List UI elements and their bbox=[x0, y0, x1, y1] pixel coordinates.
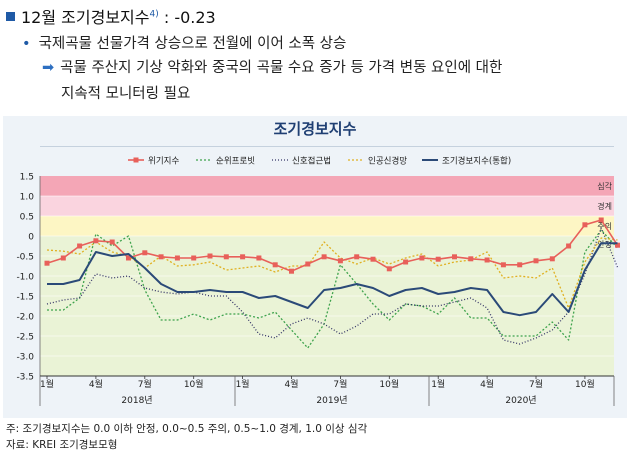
year-label-1: 2019년 bbox=[316, 395, 347, 406]
series-marker-0-35 bbox=[615, 242, 620, 248]
source: 자료: KREI 조기경보모형 bbox=[6, 439, 118, 451]
x-tick-label-10: 7월 bbox=[529, 378, 543, 390]
headline: 12월 조기경보지수4) : -0.23 bbox=[6, 4, 216, 28]
y-tick-label-4: -0.5 bbox=[16, 253, 34, 263]
legend-label-1: 순위프로빗 bbox=[216, 157, 255, 167]
series-marker-0-34 bbox=[598, 217, 604, 223]
x-tick-label-5: 4월 bbox=[284, 378, 298, 390]
year-label-2: 2020년 bbox=[505, 395, 536, 406]
y-tick-label-0: 1.5 bbox=[20, 173, 34, 183]
band-1 bbox=[40, 196, 614, 216]
dot-bullet-icon: • bbox=[22, 36, 31, 52]
band-2 bbox=[40, 216, 614, 236]
series-marker-0-9 bbox=[191, 255, 197, 261]
series-marker-0-30 bbox=[533, 258, 539, 264]
arrow-right-icon: ➡ bbox=[42, 60, 55, 76]
x-tick-label-7: 10월 bbox=[379, 378, 399, 390]
legend-label-0: 위기지수 bbox=[148, 157, 179, 167]
series-marker-0-23 bbox=[419, 255, 425, 261]
series-marker-0-20 bbox=[370, 256, 376, 262]
y-tick-label-2: 0.5 bbox=[20, 213, 34, 223]
series-marker-0-1 bbox=[60, 255, 66, 261]
legend-label-3: 인공신경망 bbox=[368, 156, 407, 167]
legend-marker-0 bbox=[133, 157, 139, 163]
y-tick-label-6: -1.5 bbox=[16, 293, 34, 303]
bullet-line: • 국제곡물 선물가격 상승으로 전월에 이어 소폭 상승 bbox=[22, 32, 346, 53]
series-marker-0-4 bbox=[109, 239, 115, 245]
x-tick-label-3: 10월 bbox=[184, 378, 204, 390]
series-marker-0-15 bbox=[289, 268, 294, 274]
series-marker-0-3 bbox=[93, 238, 99, 244]
series-marker-0-27 bbox=[484, 257, 490, 263]
x-tick-label-8: 1월 bbox=[431, 378, 445, 390]
series-marker-0-29 bbox=[517, 262, 523, 268]
title-divider bbox=[40, 146, 614, 147]
series-marker-0-22 bbox=[403, 259, 409, 265]
x-tick-label-2: 7월 bbox=[138, 378, 152, 390]
footnote: 주: 조기경보지수는 0.0 이하 안정, 0.0~0.5 주의, 0.5~1.… bbox=[6, 423, 368, 435]
headline-text: 12월 조기경보지수 bbox=[21, 8, 150, 27]
x-tick-label-11: 10월 bbox=[575, 378, 595, 390]
series-line-2 bbox=[46, 227, 619, 345]
series-marker-0-8 bbox=[174, 255, 180, 261]
y-tick-label-5: -1.0 bbox=[16, 273, 34, 283]
series-line-1 bbox=[47, 229, 618, 349]
series-marker-0-10 bbox=[207, 253, 213, 259]
series-marker-0-14 bbox=[272, 262, 278, 268]
x-tick-label-1: 4월 bbox=[89, 378, 103, 390]
series-marker-0-31 bbox=[549, 256, 555, 262]
y-tick-label-1: 1.0 bbox=[20, 193, 35, 203]
year-label-0: 2018년 bbox=[121, 395, 152, 406]
arrow-line-text-1: 곡물 주산지 기상 악화와 중국의 곡물 수요 증가 등 가격 변동 요인에 대… bbox=[60, 60, 503, 76]
series-marker-0-11 bbox=[223, 254, 229, 260]
arrow-line-2: 지속적 모니터링 필요 bbox=[61, 82, 190, 103]
x-tick-label-9: 4월 bbox=[480, 378, 494, 390]
series-marker-0-12 bbox=[240, 254, 246, 260]
series-marker-0-16 bbox=[305, 261, 311, 267]
legend-label-2: 신호접근법 bbox=[292, 156, 331, 167]
series-marker-0-5 bbox=[126, 255, 131, 261]
series-marker-0-7 bbox=[158, 254, 164, 260]
x-tick-label-6: 7월 bbox=[333, 378, 347, 390]
series-marker-0-19 bbox=[354, 254, 360, 260]
series-marker-0-13 bbox=[256, 255, 262, 261]
series-marker-0-0 bbox=[44, 260, 50, 266]
y-tick-label-9: -3.0 bbox=[16, 353, 34, 363]
series-marker-0-18 bbox=[337, 258, 343, 264]
headline-footnote-ref: 4) bbox=[149, 9, 159, 20]
arrow-line-1: ➡ 곡물 주산지 기상 악화와 중국의 곡물 수요 증가 등 가격 변동 요인에 … bbox=[42, 56, 502, 77]
series-marker-0-21 bbox=[386, 266, 392, 272]
y-tick-label-8: -2.5 bbox=[16, 333, 34, 343]
series-marker-0-2 bbox=[77, 243, 83, 249]
band-0 bbox=[40, 176, 614, 196]
y-tick-label-10: -3.5 bbox=[16, 373, 34, 383]
arrow-line-text-2: 지속적 모니터링 필요 bbox=[61, 86, 191, 102]
series-marker-0-17 bbox=[321, 254, 327, 260]
series-marker-0-28 bbox=[500, 262, 506, 268]
series-marker-0-6 bbox=[142, 250, 148, 256]
bullet-text: 국제곡물 선물가격 상승으로 전월에 이어 소폭 상승 bbox=[38, 36, 347, 52]
square-bullet-icon bbox=[6, 12, 15, 21]
band-label-0: 심각 bbox=[597, 181, 612, 191]
series-marker-0-25 bbox=[452, 254, 457, 260]
chart-title: 조기경보지수 bbox=[273, 120, 357, 138]
band-label-1: 경계 bbox=[597, 201, 612, 211]
series-marker-0-33 bbox=[582, 222, 588, 228]
series-marker-0-26 bbox=[468, 256, 474, 262]
y-tick-label-3: 0 bbox=[28, 233, 34, 243]
y-tick-label-7: -2.0 bbox=[16, 313, 34, 323]
series-marker-0-24 bbox=[435, 256, 441, 262]
x-tick-label-4: 1월 bbox=[236, 378, 250, 390]
series-line-4 bbox=[47, 242, 618, 317]
series-marker-0-32 bbox=[566, 243, 572, 249]
x-tick-label-0: 1월 bbox=[40, 378, 54, 390]
series-line-0 bbox=[46, 219, 619, 273]
headline-value: : -0.23 bbox=[158, 8, 216, 27]
legend-label-4: 조기경보지수(통합) bbox=[442, 156, 511, 167]
